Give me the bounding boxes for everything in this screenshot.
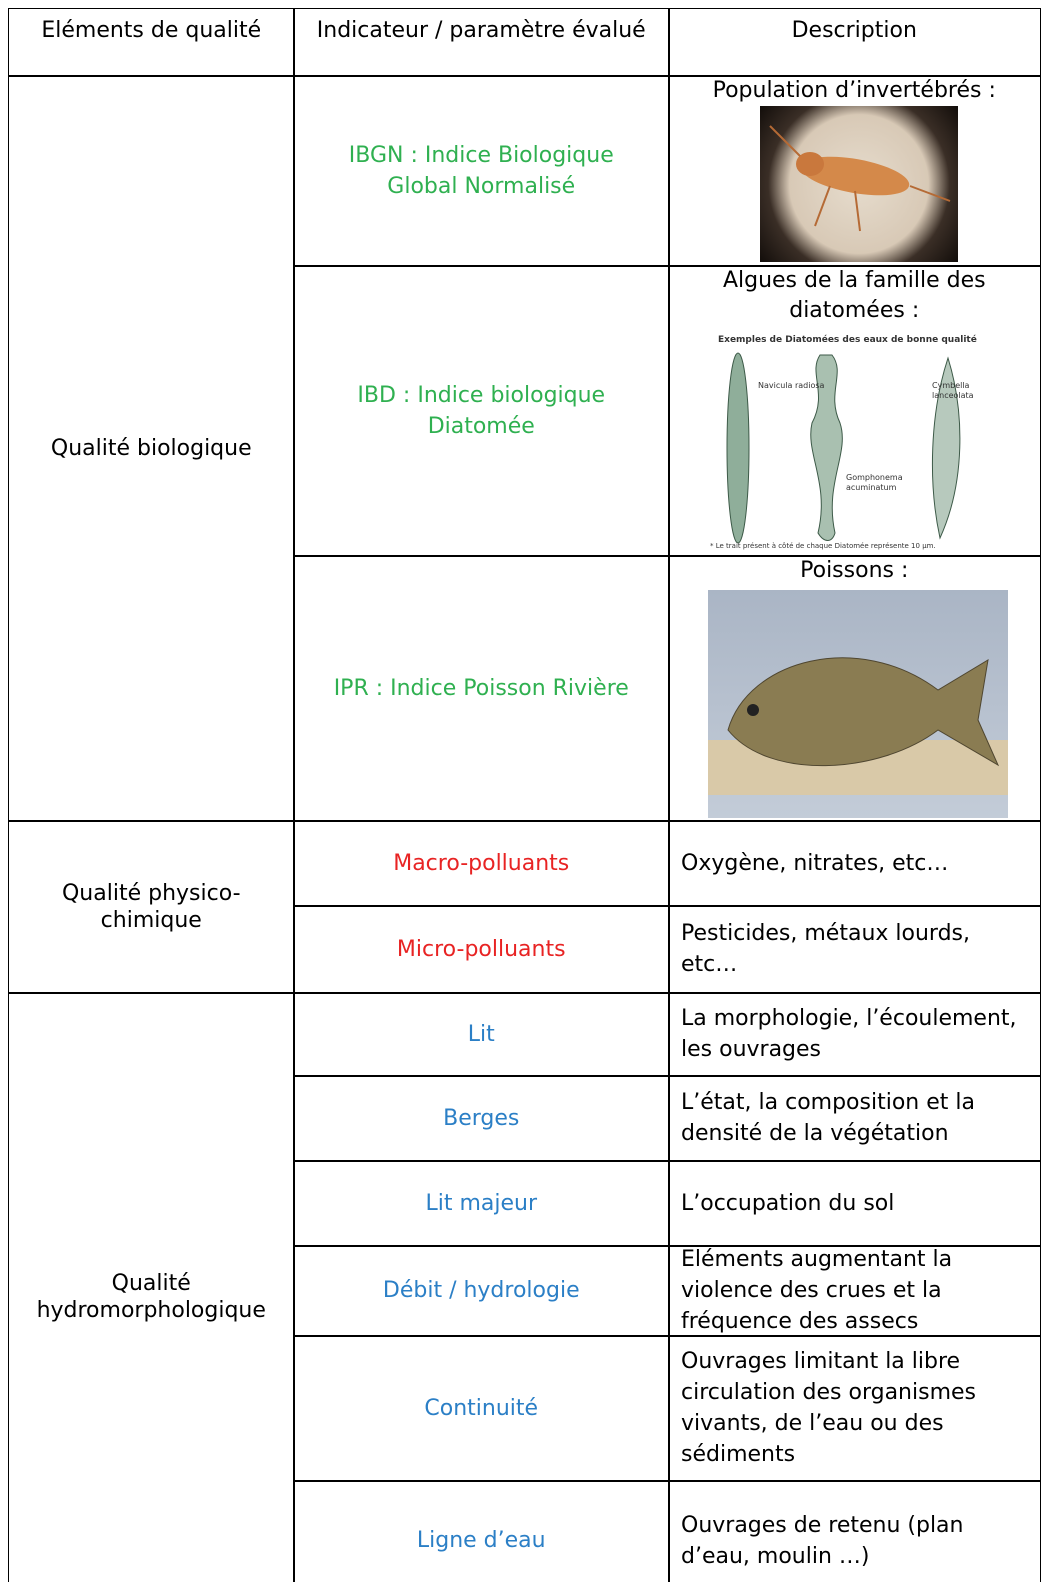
indicator-cell: IBGN : Indice Biologique Global Normalis… — [293, 75, 670, 267]
diatom-drawing — [726, 352, 961, 544]
header-cell: Eléments de qualité — [8, 8, 295, 77]
indicator-cell: Débit / hydrologie — [293, 1245, 670, 1337]
figure-title: Exemples de Diatomées des eaux de bonne … — [718, 335, 977, 345]
species-label: Gomphonema acuminatum — [846, 473, 903, 492]
description-cell: Eléments augmentant la violence des crue… — [668, 1245, 1041, 1337]
fish-photo — [708, 590, 1008, 818]
indicator-cell: Berges — [293, 1075, 670, 1162]
indicator-cell: IPR : Indice Poisson Rivière — [293, 555, 670, 822]
species-label: Navicula radiosa — [758, 381, 825, 390]
fish-drawing — [708, 657, 1008, 795]
description-cell: L’état, la composition et la densité de … — [668, 1075, 1041, 1162]
indicator-cell: Continuité — [293, 1335, 670, 1482]
description-cell: Algues de la famille des diatomées : — [668, 265, 1041, 557]
description-cell: La morphologie, l’écoulement, les ouvrag… — [668, 992, 1041, 1077]
description-cell: Ouvrages de retenu (plan d’eau, moulin …… — [668, 1480, 1041, 1582]
figure-footnote: * Le trait présent à côté de chaque Diat… — [710, 542, 936, 550]
header-cell: Indicateur / paramètre évalué — [293, 8, 670, 77]
description-cell: Population d’invertébrés : — [668, 75, 1041, 267]
insect-drawing — [769, 125, 951, 232]
group-cell: Qualité physico-chimique — [8, 820, 295, 994]
description-cell: L’occupation du sol — [668, 1160, 1041, 1247]
description-cell: Ouvrages limitant la libre circulation d… — [668, 1335, 1041, 1482]
description-cell: Poissons : — [668, 555, 1041, 822]
description-cell: Oxygène, nitrates, etc… — [668, 820, 1041, 907]
indicator-cell: Lit — [293, 992, 670, 1077]
species-label: Cymbella lanceolata — [932, 381, 974, 400]
indicator-cell: Ligne d’eau — [293, 1480, 670, 1582]
indicator-cell: Macro-polluants — [293, 820, 670, 907]
header-cell: Description — [668, 8, 1041, 77]
group-cell: Qualité biologique — [8, 75, 295, 822]
diatom-figure: Exemples de Diatomées des eaux de bonne … — [700, 333, 1000, 553]
group-cell: Qualité hydromorphologique — [8, 992, 295, 1582]
indicator-cell: IBD : Indice biologique Diatomée — [293, 265, 670, 557]
indicator-cell: Micro-polluants — [293, 905, 670, 994]
invertebrate-photo — [760, 106, 958, 262]
description-cell: Pesticides, métaux lourds, etc… — [668, 905, 1041, 994]
indicator-cell: Lit majeur — [293, 1160, 670, 1247]
